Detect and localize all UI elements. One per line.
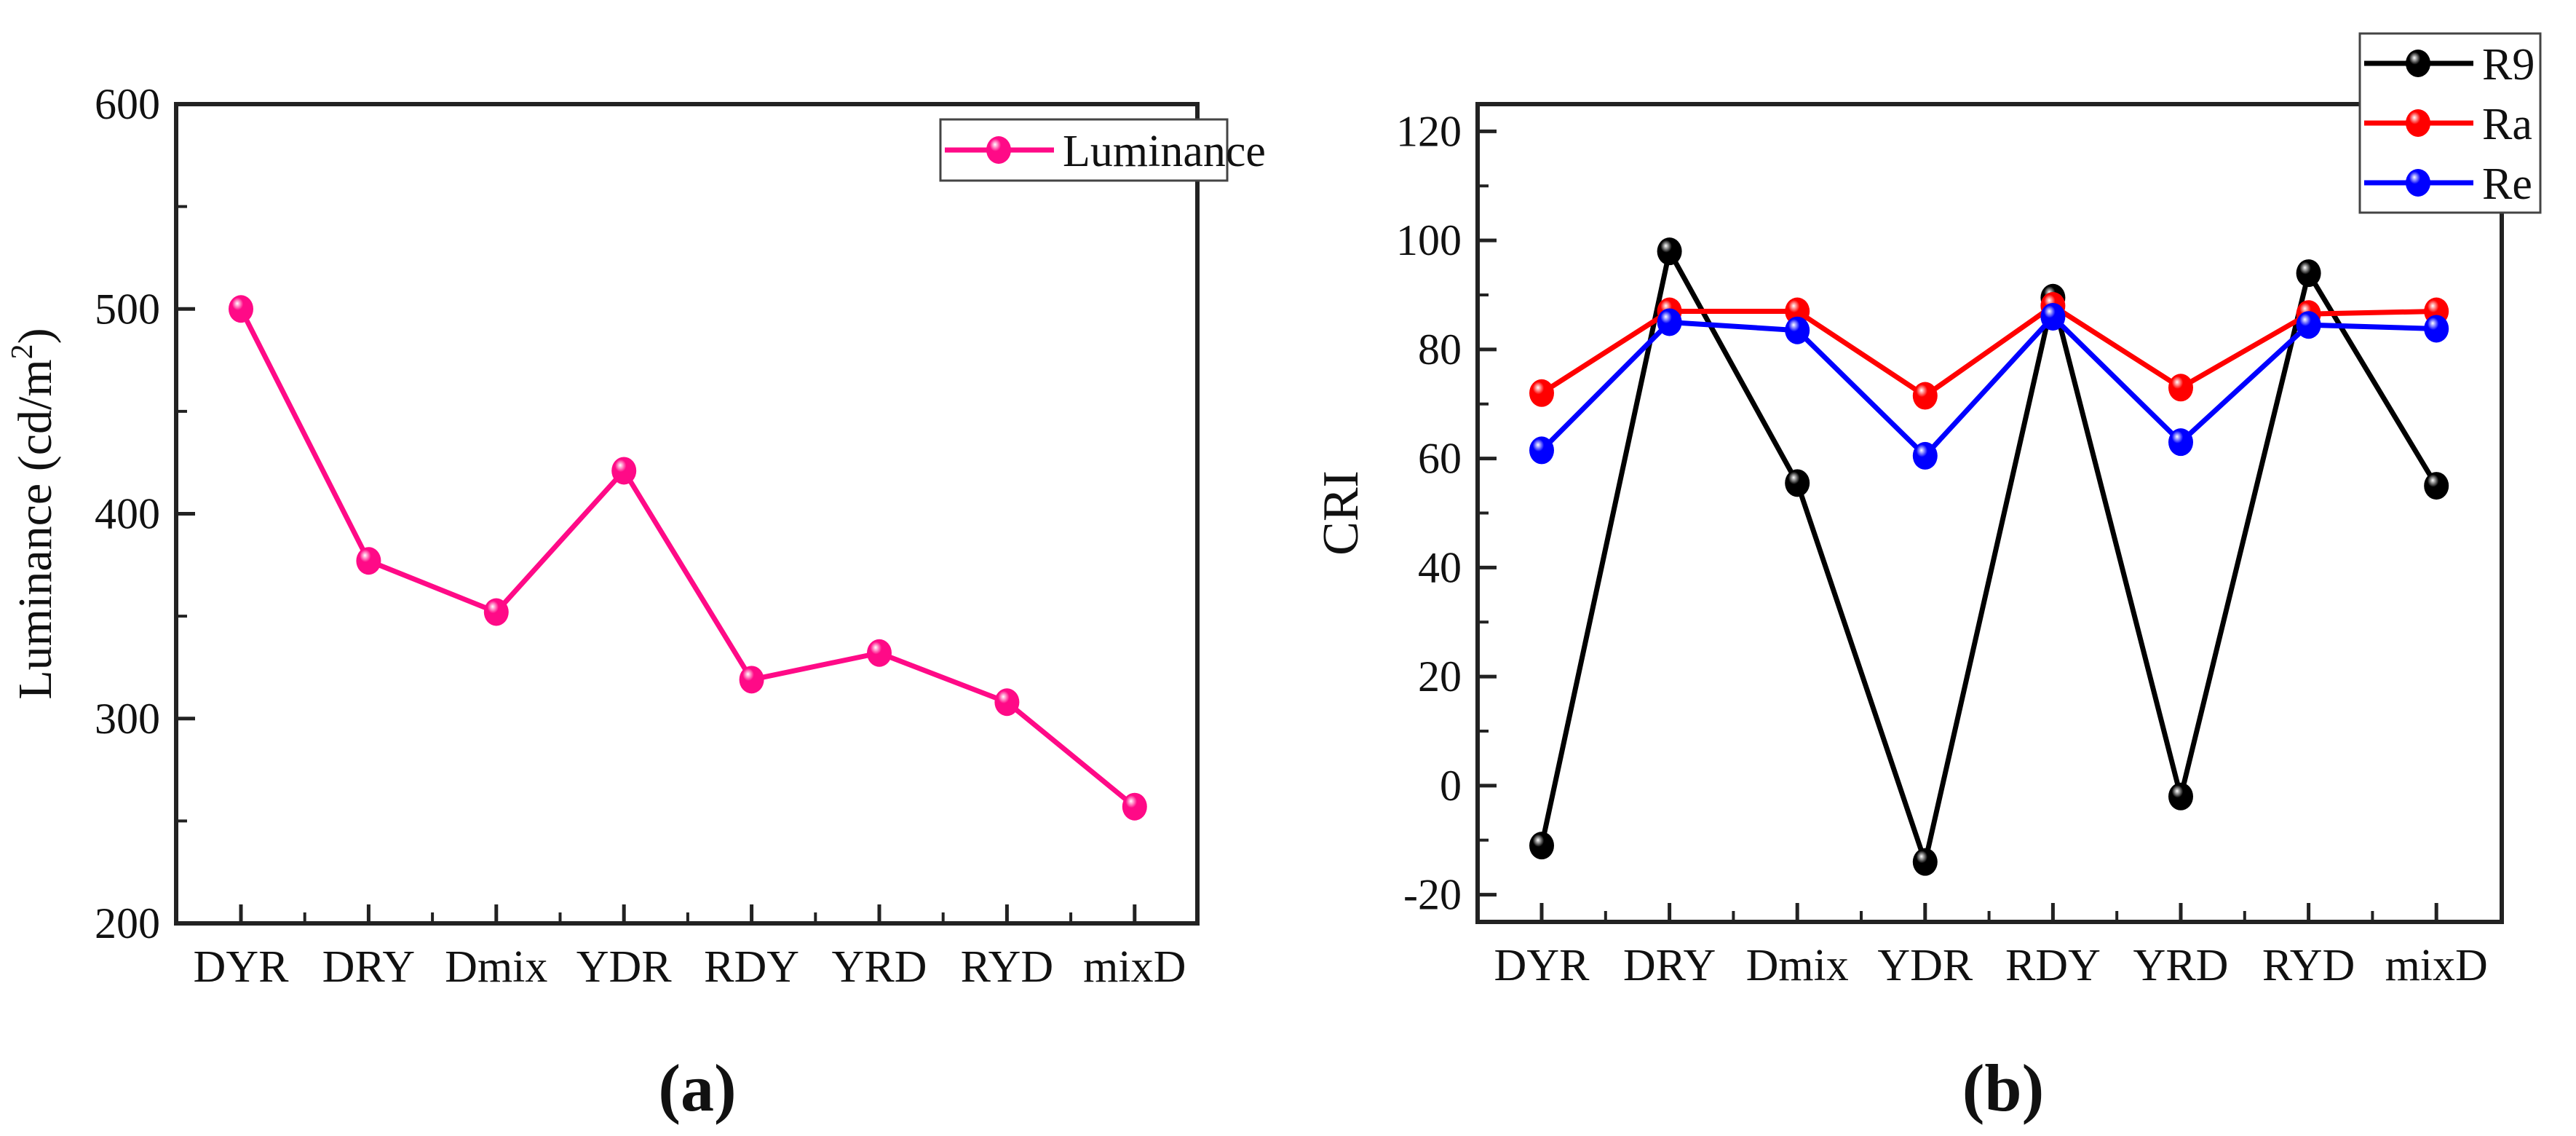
y-tick-label: 200	[95, 899, 160, 947]
data-point-luminance	[483, 598, 509, 626]
y-tick-label: 20	[1418, 652, 1462, 701]
y-tick-label: 100	[1396, 216, 1462, 264]
x-tick-label: Dmix	[1746, 941, 1849, 990]
y-tick-label: -20	[1403, 871, 1462, 919]
y-tick-label: 120	[1396, 107, 1462, 155]
y-tick-label: 40	[1418, 543, 1462, 591]
x-tick-label: mixD	[1083, 942, 1186, 992]
legend-label: Luminance	[1063, 127, 1266, 176]
y-axis-title-main: Luminance (cd/m	[9, 359, 62, 699]
legend-marker	[2406, 109, 2430, 137]
y-tick-label: 600	[95, 80, 160, 128]
data-point-re	[2424, 315, 2449, 343]
series-line-ra	[1540, 303, 2437, 399]
y-axis-title-superscript: 2	[6, 344, 39, 359]
chart-a-luminance: 200 300 400 500 600 DYR DRY Dmix YDR RDY YRD RYD mix…	[6, 80, 1266, 1125]
panel-label: (a)	[658, 1051, 736, 1125]
legend-label: R9	[2482, 40, 2535, 90]
series-line-r9	[1539, 248, 2439, 865]
legend-label: Re	[2482, 159, 2532, 209]
data-point-ra	[1785, 297, 1810, 326]
data-point-r9	[2168, 782, 2193, 810]
y-tick-label: 400	[95, 490, 160, 538]
data-point-r9	[1785, 469, 1810, 497]
legend: R9 Ra Re	[2358, 32, 2542, 214]
y-axis-title: CRI	[1313, 470, 1369, 556]
legend-marker	[986, 136, 1011, 164]
data-point-ra	[1529, 379, 1554, 407]
legend-marker	[2406, 50, 2430, 77]
x-tick-label: mixD	[2385, 941, 2488, 990]
data-point-re	[1785, 316, 1810, 344]
data-point-luminance	[356, 547, 381, 575]
chart-b-cri: -20 0 20 40 60 80 100 120 DYR DRY Dmix YDR RDY YRD RYD…	[1313, 32, 2542, 1125]
y-tick-label: 80	[1418, 326, 1462, 374]
data-point-r9	[1912, 848, 1938, 876]
y-tick-label: 60	[1418, 435, 1462, 483]
x-tick-label: RDY	[2005, 941, 2101, 990]
data-point-re	[2168, 428, 2193, 457]
data-point-r9	[2296, 259, 2321, 288]
data-point-luminance	[867, 639, 892, 667]
data-point-luminance	[229, 295, 253, 323]
data-point-re	[1912, 441, 1938, 470]
plot-frame	[1475, 102, 2504, 924]
y-tick-label: 500	[95, 285, 160, 333]
plot-frame	[174, 102, 1200, 926]
x-tick-label: YDR	[1877, 941, 1973, 990]
x-tick-label: DRY	[322, 942, 415, 992]
data-point-luminance	[739, 666, 764, 694]
legend-marker	[2406, 169, 2430, 197]
data-point-re	[1529, 436, 1554, 465]
data-point-luminance	[611, 457, 637, 485]
x-tick-label: YDR	[576, 942, 673, 992]
series-line-re	[1539, 314, 2437, 459]
x-tick-label: DYR	[1494, 941, 1590, 990]
y-tick-label: 0	[1440, 762, 1462, 810]
x-tick-label: DYR	[194, 942, 290, 992]
data-point-ra	[1912, 382, 1938, 410]
legend: Luminance	[939, 118, 1266, 182]
x-tick-label: Dmix	[445, 942, 547, 992]
data-point-re	[2296, 311, 2321, 339]
series-line-luminance	[238, 307, 1137, 809]
data-point-r9	[2424, 472, 2449, 500]
y-axis-title: Luminance (cd/m2)	[6, 328, 62, 699]
data-point-ra	[2168, 374, 2193, 402]
data-point-luminance	[1122, 792, 1147, 821]
x-tick-label: RYD	[2262, 941, 2355, 990]
data-point-luminance	[994, 688, 1020, 717]
x-tick-label: RDY	[704, 942, 799, 992]
panel-label: (b)	[1962, 1051, 2044, 1125]
data-point-r9	[1529, 832, 1554, 860]
data-point-re	[2040, 302, 2066, 331]
legend-label: Ra	[2482, 100, 2532, 149]
data-point-r9	[1657, 237, 1682, 266]
x-tick-label: YRD	[2133, 941, 2229, 990]
x-tick-label: RYD	[961, 942, 1053, 992]
y-tick-label: 300	[95, 695, 160, 743]
data-point-re	[1657, 308, 1682, 336]
x-tick-label: YRD	[832, 942, 927, 992]
y-axis-title-end: )	[9, 328, 62, 344]
x-tick-label: DRY	[1623, 941, 1716, 990]
